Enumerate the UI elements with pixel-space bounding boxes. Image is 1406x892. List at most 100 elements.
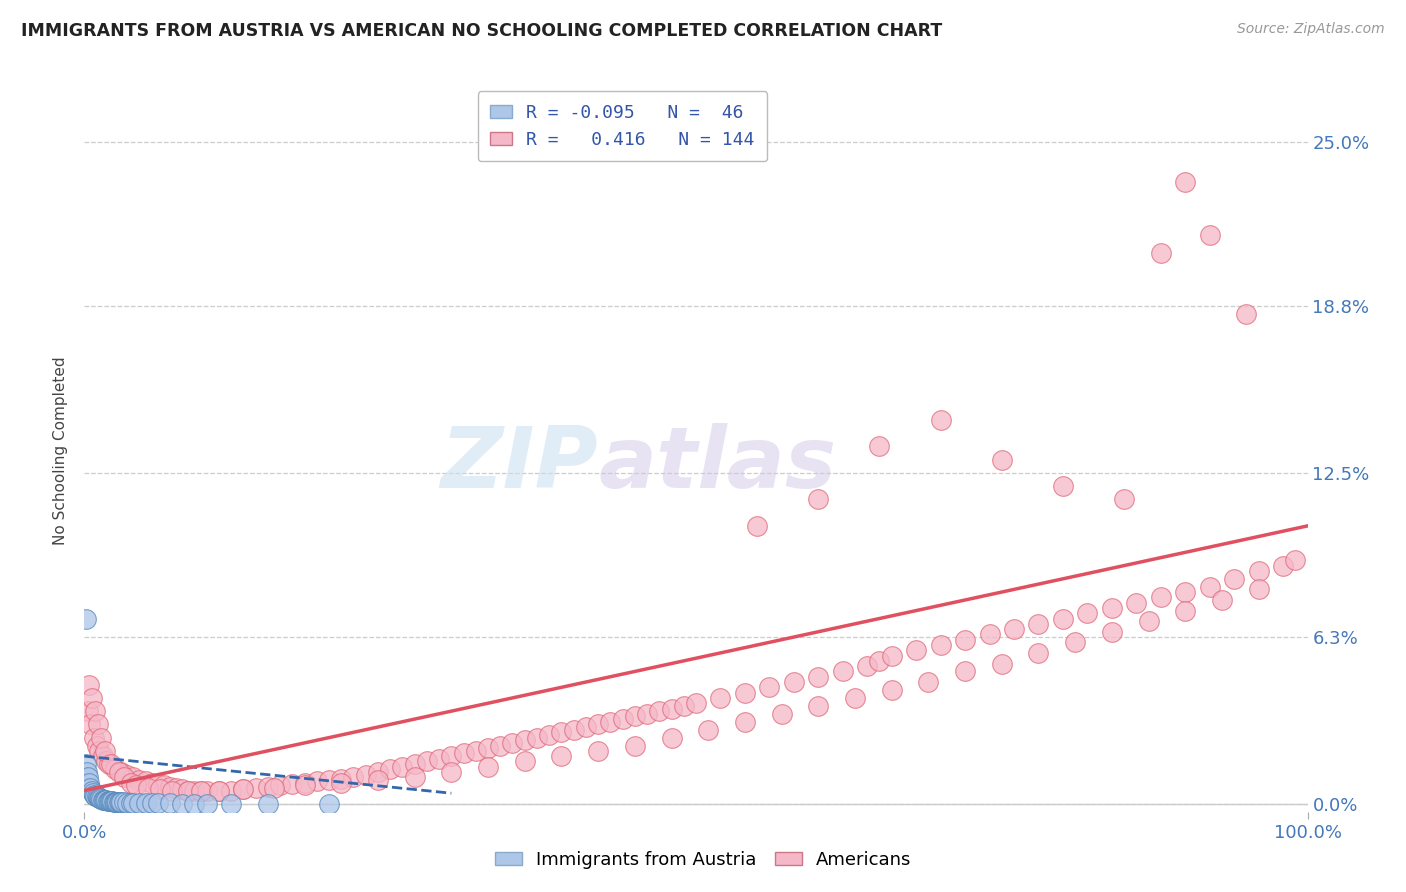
Point (141, 775, 163, 789)
Point (562, 723, 585, 737)
Point (97, 757, 120, 772)
Point (110, 796, 132, 810)
Text: atlas: atlas (598, 424, 837, 507)
Point (84, 789, 107, 803)
Text: IMMIGRANTS FROM AUSTRIA VS AMERICAN NO SCHOOLING COMPLETED CORRELATION CHART: IMMIGRANTS FROM AUSTRIA VS AMERICAN NO S… (21, 22, 942, 40)
Point (612, 712, 634, 726)
Point (1247, 564, 1270, 578)
Point (477, 741, 499, 756)
Point (305, 774, 328, 789)
Point (86, 789, 108, 804)
Point (219, 783, 242, 797)
Point (232, 782, 254, 797)
Point (294, 775, 316, 789)
Point (101, 794, 124, 808)
Point (807, 670, 830, 684)
Point (661, 701, 683, 715)
Point (87, 744, 110, 758)
Point (257, 780, 280, 794)
Point (165, 780, 187, 795)
Point (856, 659, 879, 673)
Point (83, 788, 105, 802)
Point (80, 690, 103, 705)
Point (190, 783, 212, 797)
Point (183, 797, 205, 811)
Point (575, 720, 598, 734)
Point (89, 791, 111, 805)
Point (128, 772, 150, 787)
Point (219, 797, 242, 811)
Point (120, 775, 142, 789)
Point (979, 627, 1001, 641)
Point (87, 790, 110, 805)
Point (77, 704, 100, 718)
Point (1076, 606, 1098, 620)
Point (1028, 646, 1050, 660)
Point (1236, 307, 1258, 321)
Y-axis label: No Schooling Completed: No Schooling Completed (53, 356, 69, 545)
Point (94, 744, 117, 758)
Point (624, 739, 647, 753)
Point (120, 796, 142, 810)
Point (172, 782, 194, 797)
Point (96, 755, 118, 769)
Point (183, 783, 205, 797)
Point (128, 796, 150, 810)
Point (697, 723, 720, 737)
Point (100, 794, 122, 808)
Point (586, 717, 609, 731)
Point (1002, 622, 1025, 636)
Point (586, 744, 609, 758)
Point (245, 780, 267, 795)
Point (90, 731, 112, 745)
Legend: Immigrants from Austria, Americans: Immigrants from Austria, Americans (488, 844, 918, 876)
Point (1174, 604, 1197, 618)
Point (453, 747, 475, 761)
Point (550, 749, 572, 764)
Point (734, 714, 756, 729)
Point (538, 728, 561, 742)
Text: ZIP: ZIP (440, 424, 598, 507)
Point (1137, 614, 1160, 628)
Point (208, 783, 231, 797)
Point (709, 690, 731, 705)
Point (953, 665, 976, 679)
Point (162, 783, 184, 797)
Point (416, 755, 439, 769)
Point (1198, 227, 1220, 242)
Legend: R = -0.095   N =  46, R =   0.416   N = 144: R = -0.095 N = 46, R = 0.416 N = 144 (478, 91, 768, 161)
Point (869, 440, 891, 454)
Point (427, 752, 450, 766)
Point (97, 794, 120, 808)
Point (149, 782, 172, 797)
Point (77, 678, 100, 692)
Point (90, 792, 112, 806)
Point (734, 685, 756, 699)
Point (404, 757, 426, 772)
Point (96, 793, 118, 807)
Point (770, 706, 793, 721)
Point (550, 725, 572, 739)
Point (489, 739, 512, 753)
Point (1247, 582, 1270, 597)
Point (83, 731, 105, 745)
Point (80, 783, 103, 797)
Point (172, 797, 194, 811)
Point (599, 714, 621, 729)
Point (1114, 492, 1136, 507)
Point (122, 796, 145, 810)
Point (1052, 479, 1074, 493)
Point (844, 690, 866, 705)
Point (758, 681, 780, 695)
Point (107, 764, 129, 779)
Point (263, 780, 285, 795)
Point (91, 749, 114, 764)
Point (77, 775, 100, 789)
Point (929, 413, 952, 427)
Point (380, 763, 402, 777)
Point (269, 778, 291, 792)
Point (153, 778, 176, 792)
Point (1272, 558, 1295, 573)
Point (354, 767, 377, 781)
Point (330, 772, 353, 786)
